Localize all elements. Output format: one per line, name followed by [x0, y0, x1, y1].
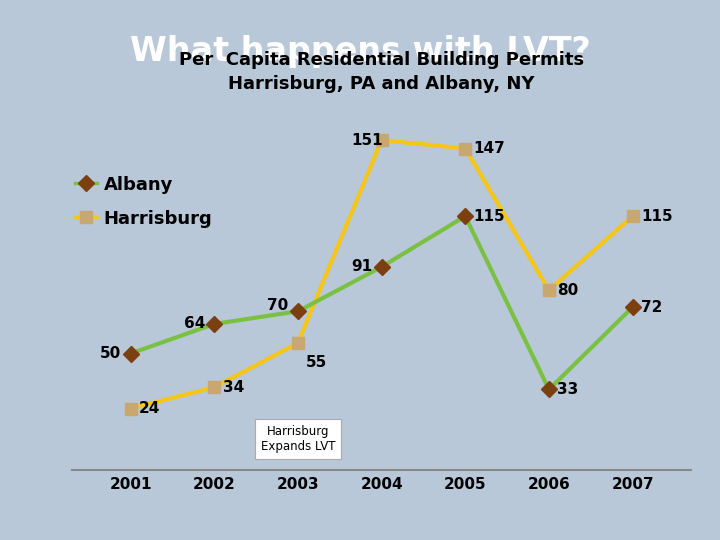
Text: 115: 115: [474, 208, 505, 224]
Text: 72: 72: [641, 300, 662, 314]
Text: 151: 151: [351, 132, 382, 147]
Text: 70: 70: [267, 298, 289, 313]
Text: 147: 147: [474, 141, 505, 156]
Text: What happens with LVT?: What happens with LVT?: [130, 36, 590, 69]
Text: Harrisburg
Expands LVT: Harrisburg Expands LVT: [261, 425, 336, 453]
Text: 34: 34: [222, 380, 244, 395]
Text: 64: 64: [184, 316, 205, 332]
Text: 24: 24: [139, 401, 161, 416]
Text: 50: 50: [100, 346, 121, 361]
Text: 115: 115: [641, 208, 672, 224]
Text: 80: 80: [557, 282, 579, 298]
Text: 33: 33: [557, 382, 579, 397]
Legend: Albany, Harrisburg: Albany, Harrisburg: [75, 176, 212, 228]
Text: 55: 55: [306, 355, 328, 370]
Title: Per  Capita Residential Building Permits
Harrisburg, PA and Albany, NY: Per Capita Residential Building Permits …: [179, 51, 584, 93]
Text: 91: 91: [351, 259, 372, 274]
